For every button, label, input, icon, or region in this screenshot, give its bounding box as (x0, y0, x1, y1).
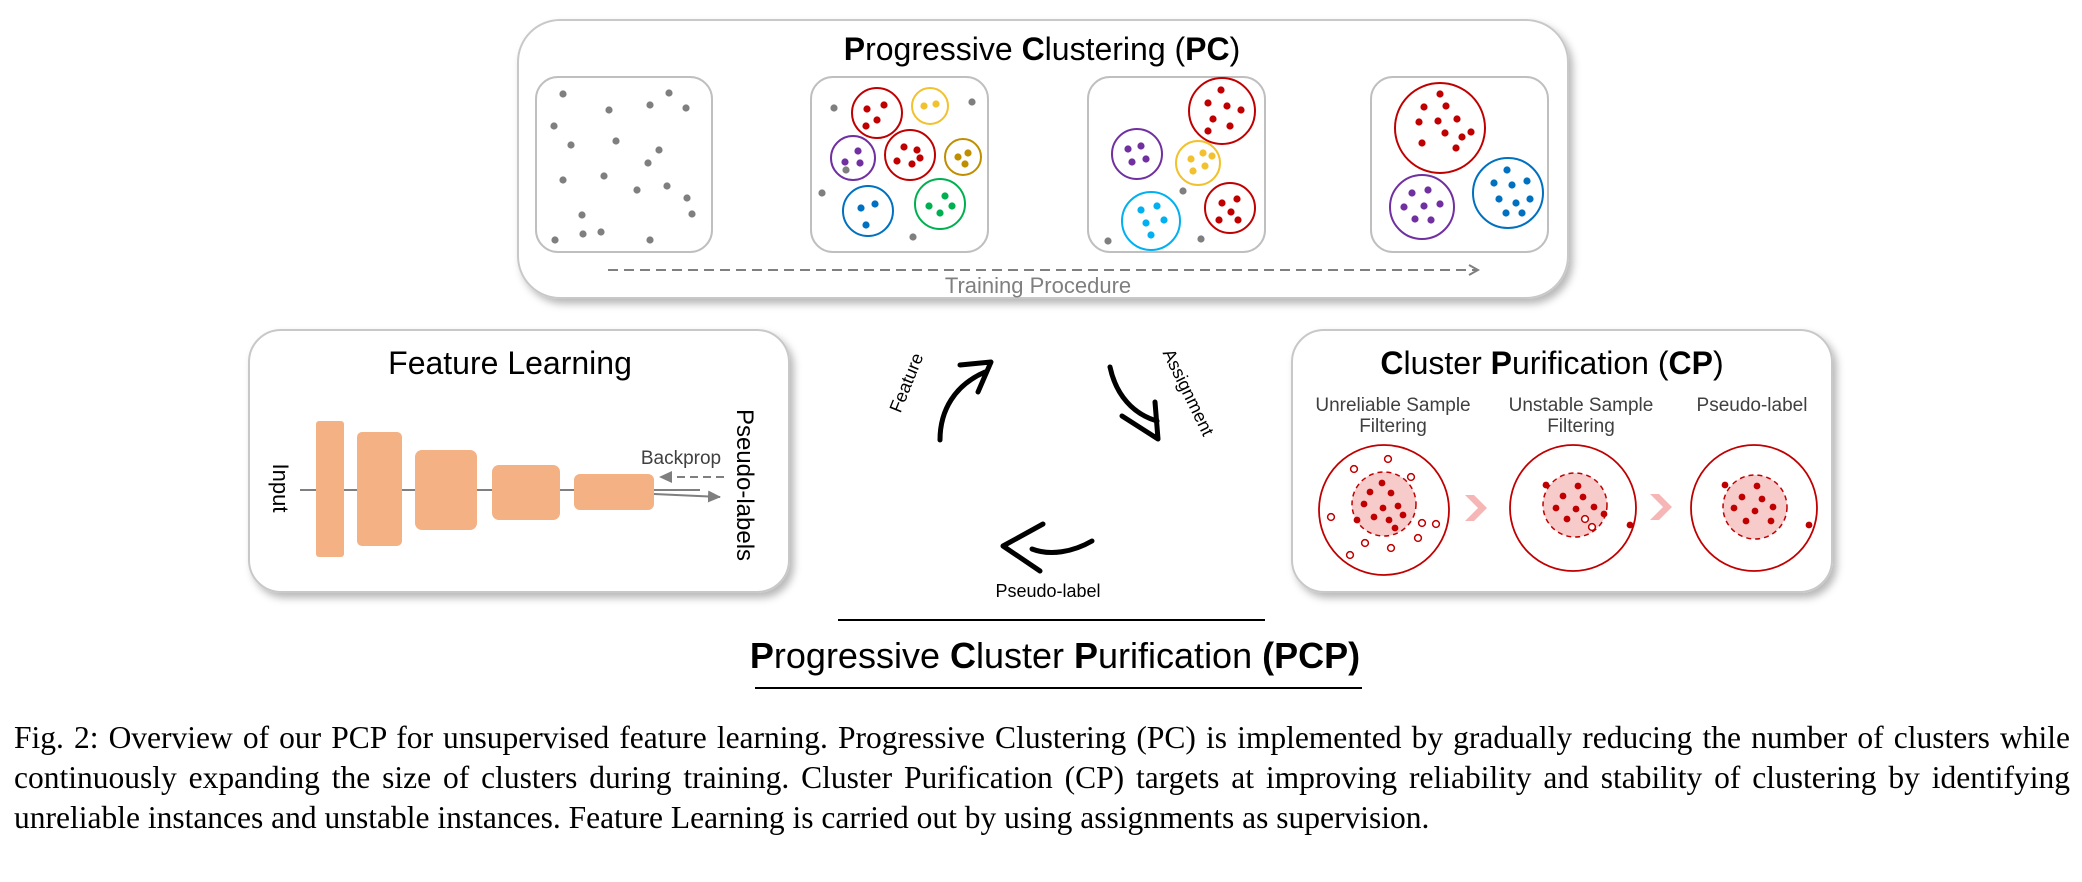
cycle-arrows (937, 359, 1161, 574)
pc-panel: Progressive Clustering (PC) (517, 19, 1569, 299)
cp-step-1-label: Unreliable Sample Filtering (1315, 395, 1470, 437)
chevron-right-icon (1650, 494, 1672, 520)
cluster-red-small (1204, 182, 1256, 234)
pc-stage-2 (810, 76, 989, 253)
cp-title: Cluster Purification (CP) (1380, 345, 1723, 381)
cp-panel: Cluster Purification (CP) Unreliable Sam… (1291, 329, 1833, 593)
network-layer-3 (415, 450, 477, 530)
cluster-blue-final (1472, 157, 1544, 229)
pc-stage-4 (1370, 76, 1549, 253)
pc-stage-1 (535, 76, 713, 253)
main-title: Progressive Cluster Purification (PCP) (750, 635, 1360, 676)
assignment-label: Assignment (1159, 346, 1218, 439)
network-layers (316, 421, 654, 557)
cp-step-2-cluster (1509, 444, 1637, 572)
figure-caption: Fig. 2: Overview of our PCP for unsuperv… (14, 720, 2070, 835)
cluster-cyan (1121, 191, 1181, 251)
cluster-purple (830, 135, 876, 181)
input-label: Input (268, 464, 293, 513)
training-procedure-label: Training Procedure (945, 273, 1131, 298)
cp-step-3-cluster (1690, 444, 1818, 572)
pseudo-label-arrow-icon (1000, 521, 1095, 574)
chevron-right-icon (1465, 495, 1487, 521)
unclustered-points (550, 89, 696, 244)
cp-step-3-label: Pseudo-label (1697, 395, 1808, 416)
cp-step-1-cluster (1318, 444, 1450, 576)
network-layer-5 (574, 474, 654, 510)
network-layer-4 (492, 465, 560, 520)
cluster-blue (842, 185, 894, 237)
unreliable-samples (1326, 454, 1441, 560)
cluster-gold (944, 138, 982, 176)
cluster-red (851, 87, 903, 139)
assignment-arrow-icon (1107, 364, 1161, 442)
pseudo-label-cycle-label: Pseudo-label (995, 581, 1100, 601)
network-layer-1 (316, 421, 344, 557)
cluster-green (914, 178, 966, 230)
cluster-red-large (1188, 77, 1256, 145)
cluster-red-2 (884, 129, 936, 181)
network-layer-2 (357, 432, 402, 546)
cluster-red-final (1394, 82, 1486, 174)
feature-label: Feature (886, 350, 928, 415)
pseudo-labels-label: Pseudo-labels (731, 409, 758, 561)
cluster-yellow (1175, 140, 1221, 186)
pcp-diagram: Progressive Clustering (PC) (248, 19, 1833, 689)
cluster-purple-final (1389, 174, 1455, 240)
cluster-yellow (911, 87, 949, 125)
backprop-label: Backprop (641, 448, 721, 469)
cluster-purple (1111, 128, 1163, 180)
pc-title: Progressive Clustering (PC) (844, 31, 1241, 67)
feature-arrow-icon (937, 359, 994, 443)
feature-learning-panel: Feature Learning Backprop Input Pseudo-l… (248, 329, 790, 593)
pc-stage-3 (1087, 76, 1266, 253)
feature-learning-title: Feature Learning (388, 345, 632, 381)
unstable-samples (1580, 514, 1597, 532)
cp-step-2-label: Unstable Sample Filtering (1509, 395, 1654, 437)
forward-arrow (653, 490, 721, 503)
